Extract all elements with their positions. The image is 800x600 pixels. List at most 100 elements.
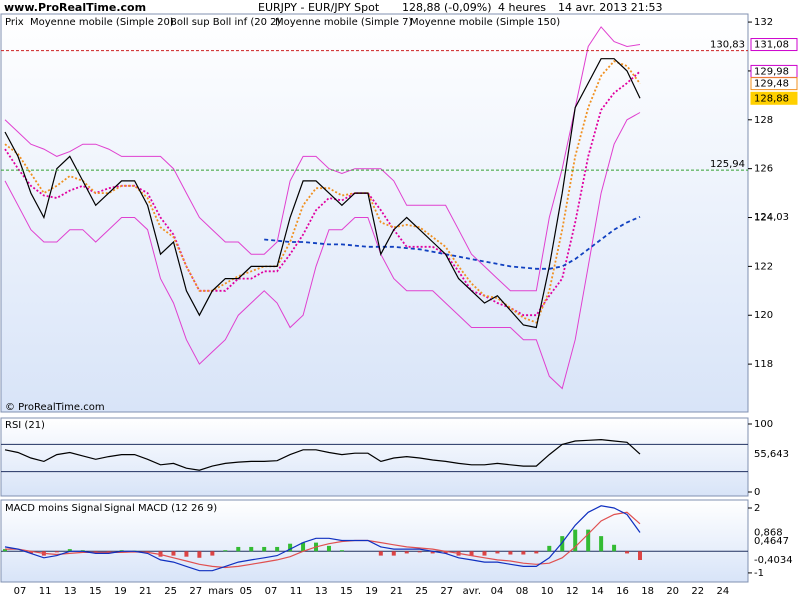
histogram-bar [573,529,578,552]
y-tick-label: -1 [754,568,764,579]
y-tick-label: 124 [754,213,773,224]
title: EURJPY - EUR/JPY Spot [258,1,380,14]
histogram-bar [249,546,254,552]
x-tick-label: 07 [14,586,27,597]
x-tick-label: 16 [616,586,629,597]
y-tick-label: 118 [754,359,773,370]
x-tick-label: 20 [666,586,679,597]
y-tick-label: 2 [754,503,760,514]
x-tick-label: 25 [164,586,177,597]
histogram-bar [67,549,72,552]
histogram-bar [443,551,448,554]
title: 4 heures [498,1,546,14]
value-label: 0,868 [754,527,783,538]
legend-entry: Prix [5,17,24,28]
histogram-bar [28,551,33,554]
histogram-bar [625,551,630,554]
x-tick-label: 21 [139,586,152,597]
histogram-bar [210,551,215,556]
value-label: 129,98 [754,66,789,77]
series-line [4,112,641,390]
x-tick-label: 15 [340,586,353,597]
histogram-bar [638,551,642,561]
series-line [4,26,641,292]
histogram-bar [547,545,552,552]
value-label-box [750,77,798,91]
legend-entry: Signal [104,503,135,514]
x-tick-label: 19 [114,586,127,597]
value-label-box [750,38,798,52]
histogram-bar [417,551,422,553]
x-tick-label: 27 [440,586,453,597]
x-tick-label: 22 [691,586,704,597]
value-label: 0,4647 [754,536,789,547]
histogram-bar [197,551,202,558]
value-label: 124,03 [754,212,789,223]
histogram-bar [469,551,474,556]
series-line [264,215,641,270]
histogram-bar [301,542,306,552]
histogram-bar [521,551,526,555]
panel [0,13,749,413]
histogram-bar [275,546,280,552]
y-tick-label: 120 [754,310,773,321]
y-tick-label: 126 [754,164,773,175]
histogram-bar [482,551,487,556]
x-tick-label: 19 [365,586,378,597]
histogram-bar [599,536,604,552]
histogram-bar [184,551,189,557]
histogram-bar [391,551,396,556]
series-line [4,58,641,329]
legend-entry: MACD (12 26 9) [138,503,217,514]
x-tick-label: 05 [240,586,253,597]
x-tick-label: 13 [64,586,77,597]
x-tick-label: 11 [39,586,52,597]
value-label: 55,643 [754,449,789,460]
x-tick-label: 21 [390,586,403,597]
histogram-bar [495,551,500,554]
histogram-bar [430,551,435,554]
histogram-bar [612,544,617,552]
value-label: 130,83 [710,40,745,51]
x-tick-label: 04 [491,586,504,597]
x-tick-label: 14 [591,586,604,597]
legend-entry: Moyenne mobile (Simple 7) [275,17,413,28]
x-tick-label: 25 [415,586,428,597]
histogram-bar [339,550,344,552]
y-tick-label: 122 [754,261,773,272]
x-tick-label: 15 [89,586,102,597]
histogram-bar [223,550,228,552]
title: 14 avr. 2013 21:53 [558,1,662,14]
value-label: 129,48 [754,79,789,90]
legend-entry: MACD moins Signal [5,503,102,514]
histogram-bar [54,551,59,553]
x-tick-label: 24 [717,586,730,597]
histogram-bar [236,546,241,552]
legend-entry: RSI (21) [5,420,45,431]
x-tick-label: 11 [290,586,303,597]
series-line [4,438,641,471]
x-tick-label: 18 [641,586,654,597]
series-line [4,505,641,572]
histogram-bar [378,551,383,556]
y-tick-label: 128 [754,115,773,126]
histogram-bar [262,546,267,552]
series-line [4,70,641,317]
x-tick-label: 12 [566,586,579,597]
title: 128,88 (-0,09%) [402,1,491,14]
histogram-bar [404,551,409,554]
value-label: 128,88 [754,93,789,104]
x-tick-label: mars [208,586,233,597]
histogram-bar [171,551,176,556]
histogram-bar [508,551,513,555]
histogram-bar [3,549,7,552]
histogram-bar [288,543,293,552]
copyright: © ProRealTime.com [5,402,105,413]
y-tick-label: 100 [754,419,773,430]
x-tick-label: 08 [516,586,529,597]
legend-entry: Moyenne mobile (Simple 150) [410,17,560,28]
x-tick-label: 10 [541,586,554,597]
x-tick-label: avr. [463,586,481,597]
y-tick-label: 132 [754,17,773,28]
